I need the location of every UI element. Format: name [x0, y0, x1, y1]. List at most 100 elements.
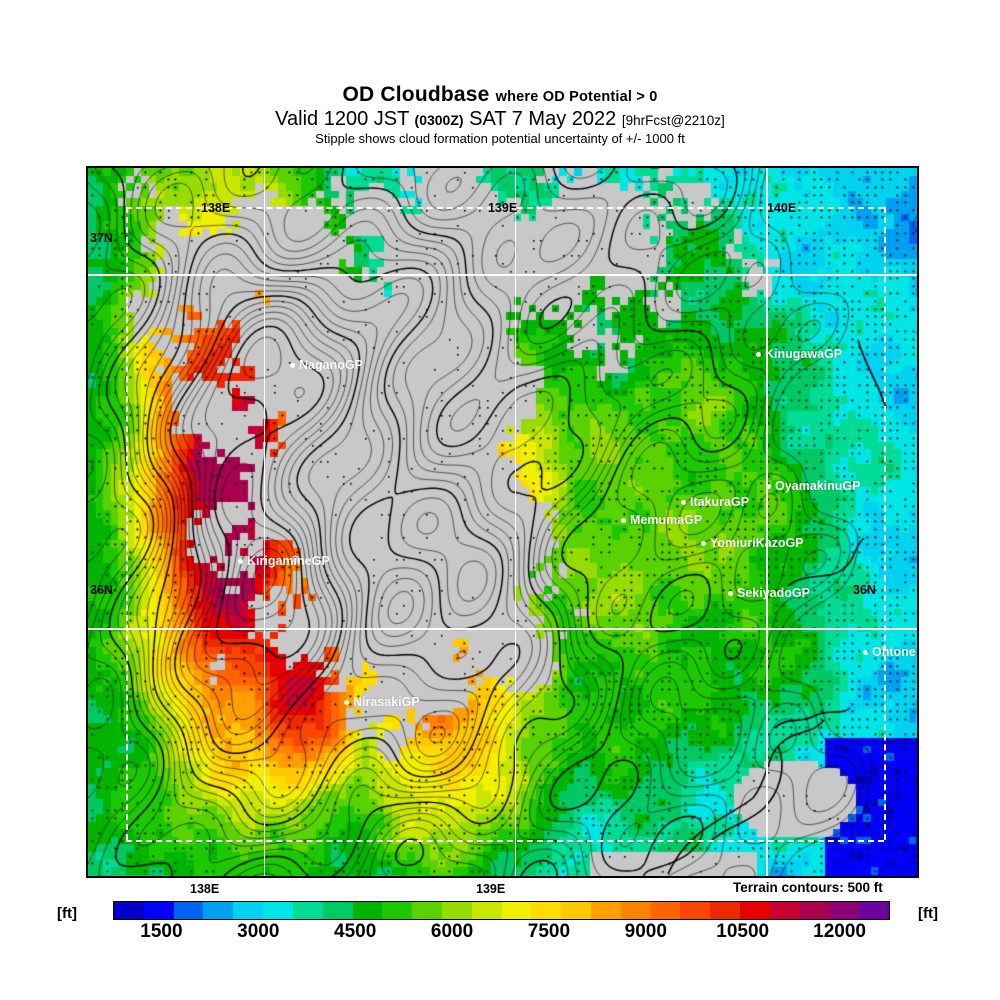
station-label: SekiyadoGP	[737, 586, 810, 600]
station-naganogp[interactable]: NaganoGP	[290, 358, 363, 372]
colorbar-tick-label: 12000	[813, 921, 866, 942]
stipple-note: Stipple shows cloud formation potential …	[315, 131, 685, 146]
valid-time-line: Valid 1200 JST (0300Z) SAT 7 May 2022 [9…	[0, 109, 1000, 129]
colorbar-segment	[501, 902, 532, 919]
colorbar-tick-label: 9000	[624, 921, 667, 942]
station-ohtone[interactable]: Ohtone	[863, 645, 916, 659]
domain-box-edge	[126, 840, 884, 842]
colorbar-segment	[471, 902, 502, 919]
colorbar-tick-label: 4500	[334, 921, 377, 942]
colorbar-segment	[531, 902, 562, 919]
station-label: NaganoGP	[299, 358, 363, 372]
colorbar-segment	[143, 902, 174, 919]
colorbar-segment	[352, 902, 383, 919]
station-label: YomiuriKazoGP	[710, 536, 804, 550]
station-memumagp[interactable]: MemumaGP	[621, 513, 702, 527]
station-marker-icon	[621, 517, 626, 523]
station-oyamakinugp[interactable]: OyamakinuGP	[766, 479, 860, 493]
valid-utc: (0300Z)	[414, 112, 464, 128]
station-kinugawagp[interactable]: KinugawaGP	[756, 347, 842, 361]
station-label: KirigamineGP	[247, 554, 330, 568]
colorbar-segment	[173, 902, 204, 919]
station-yomiurikazogp[interactable]: YomiuriKazoGP	[701, 536, 804, 550]
station-marker-icon	[701, 540, 706, 546]
colorbar-segment	[382, 902, 413, 919]
colorbar-segment	[680, 902, 711, 919]
colorbar-tick-label: 3000	[237, 921, 280, 942]
station-label: Ohtone	[872, 645, 916, 659]
grid-label-37n: 37N	[90, 231, 113, 245]
grid-label-139e: 139E	[476, 882, 506, 896]
colorbar-segment	[740, 902, 770, 919]
title-condition: where OD Potential > 0	[495, 89, 658, 105]
station-label: MemumaGP	[630, 513, 703, 527]
domain-box-edge	[884, 207, 886, 840]
station-kirigaminegp[interactable]: KirigamineGP	[238, 554, 330, 568]
grid-label-138e: 138E	[201, 201, 231, 215]
graticule-parallel	[88, 274, 917, 276]
station-marker-icon	[344, 699, 349, 705]
colorbar-segment	[441, 902, 472, 919]
colorbar-segment	[650, 902, 681, 919]
station-marker-icon	[728, 590, 733, 596]
graticule-meridian	[766, 168, 768, 876]
colorbar-segment	[561, 902, 591, 919]
page-title: OD Cloudbase where OD Potential > 0	[0, 84, 1000, 105]
station-marker-icon	[756, 351, 761, 357]
grid-label-140e: 140E	[767, 201, 797, 215]
grid-label-36n: 36N	[853, 583, 876, 597]
colorbar-segment	[799, 902, 830, 919]
graticule-meridian	[515, 168, 517, 876]
colorbar-segment	[233, 902, 264, 919]
station-sekiyadogp[interactable]: SekiyadoGP	[728, 586, 810, 600]
colorbar-segment	[620, 902, 651, 919]
colorbar-unit-left: [ft]	[57, 905, 77, 922]
station-label: KinugawaGP	[765, 347, 843, 361]
title-block: OD Cloudbase where OD Potential > 0 Vali…	[0, 84, 1000, 145]
station-marker-icon	[238, 558, 243, 564]
station-label: NirasakiGP	[353, 695, 420, 709]
colorbar-segment	[292, 902, 323, 919]
cloudbase-raster	[88, 168, 917, 876]
terrain-contour-note: Terrain contours: 500 ft	[733, 880, 883, 895]
colorbar-segment	[829, 902, 860, 919]
map-overlay: 138E 139E 140E 37N 36N 36N NaganoGP KirigamineG…	[88, 168, 917, 876]
valid-prefix: Valid 1200 JST	[275, 108, 409, 130]
station-marker-icon	[681, 499, 686, 505]
colorbar-segment	[769, 902, 800, 919]
colorbar-ticks: 1500 3000 4500 6000 7500 9000 10500 12000	[113, 921, 888, 943]
station-label: ItakuraGP	[690, 495, 750, 509]
station-label: OyamakinuGP	[775, 479, 861, 493]
station-nirasakigp[interactable]: NirasakiGP	[344, 695, 420, 709]
domain-box-edge	[126, 207, 128, 840]
forecast-tag: [9hrFcst@2210z]	[621, 113, 725, 128]
colorbar-tick-label: 10500	[716, 921, 770, 942]
domain-box-edge	[126, 207, 884, 209]
title-main: OD Cloudbase	[342, 83, 490, 106]
grid-label-138e: 138E	[190, 882, 220, 896]
grid-label-139e: 139E	[488, 201, 518, 215]
colorbar-segment	[203, 902, 234, 919]
colorbar-tick-label: 1500	[140, 921, 183, 942]
colorbar-tick-label: 7500	[527, 921, 571, 942]
colorbar-segment	[263, 902, 293, 919]
colorbar[interactable]	[113, 901, 890, 920]
colorbar-tick-label: 6000	[430, 921, 474, 942]
colorbar-segment	[412, 902, 442, 919]
station-marker-icon	[863, 649, 868, 655]
colorbar-segment	[114, 902, 144, 919]
colorbar-unit-right: [ft]	[918, 905, 938, 922]
station-marker-icon	[766, 483, 771, 489]
valid-date: SAT 7 May 2022	[469, 108, 617, 130]
colorbar-segment	[591, 902, 621, 919]
grid-label-36n: 36N	[90, 583, 113, 597]
graticule-meridian	[263, 168, 266, 876]
colorbar-segment	[859, 902, 890, 919]
colorbar-segment	[322, 902, 353, 919]
colorbar-segment	[710, 902, 741, 919]
station-marker-icon	[290, 362, 295, 368]
station-itakuragp[interactable]: ItakuraGP	[681, 495, 749, 509]
graticule-parallel	[88, 628, 917, 630]
map-frame[interactable]: 138E 139E 140E 37N 36N 36N NaganoGP KirigamineG…	[86, 166, 919, 878]
